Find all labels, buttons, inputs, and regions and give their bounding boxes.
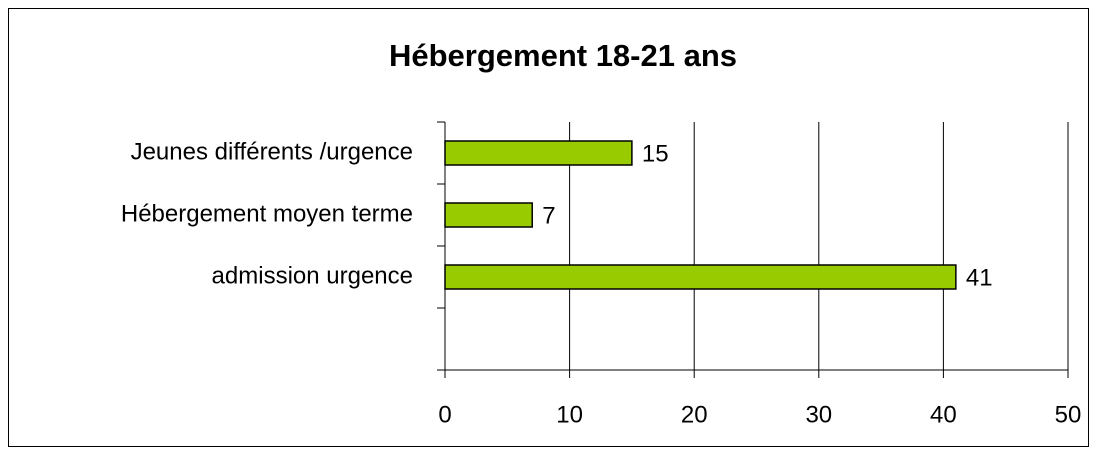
y-tick-label: Hébergement moyen terme [121,200,413,227]
data-label: 7 [542,202,555,229]
x-tick-label: 20 [681,401,708,428]
chart-title: Hébergement 18-21 ans [389,38,737,73]
x-tick-label: 0 [438,401,451,428]
y-tick-label: admission urgence [212,262,413,289]
data-label: 15 [642,140,669,167]
bar [444,140,633,166]
chart-frame [8,8,1089,447]
x-tick-label: 10 [556,401,583,428]
data-label: 41 [966,264,993,291]
x-tick-label: 30 [805,401,832,428]
y-tick-label: Jeunes différents /urgence [131,138,413,165]
x-tick-label: 40 [930,401,957,428]
bar [444,264,957,290]
bar [444,202,533,228]
x-tick-label: 50 [1055,401,1082,428]
